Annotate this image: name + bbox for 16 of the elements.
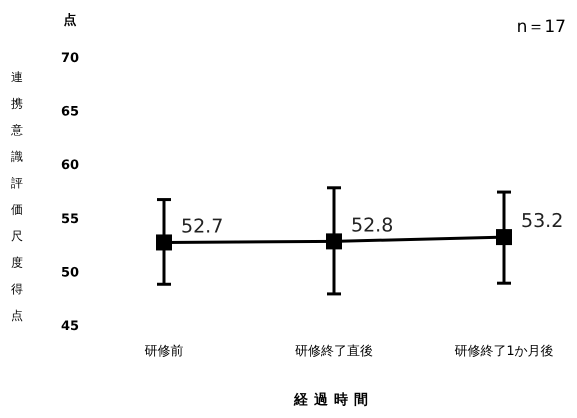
y-tick-label: 45 xyxy=(60,319,80,334)
text: n＝17 xyxy=(516,17,566,37)
y-tick-label: 55 xyxy=(60,212,80,227)
data-label: 53.2 xyxy=(521,210,564,232)
y-tick-label: 50 xyxy=(60,265,80,280)
data-label: 52.8 xyxy=(351,214,394,236)
y-tick-label: 65 xyxy=(60,104,80,120)
y-tick-label: 70 xyxy=(60,51,80,66)
x-tick-label: 研修終了直後 xyxy=(295,344,373,359)
text: 点 xyxy=(64,12,76,28)
x-tick-label: 研修終了1か月後 xyxy=(454,344,554,359)
data-label: 52.7 xyxy=(181,215,224,238)
x-axis-title: 経過時間 xyxy=(293,392,374,408)
x-tick-label: 研修前 xyxy=(144,344,184,359)
text: 連携意識評価尺度得点 xyxy=(11,70,23,322)
y-tick-label: 60 xyxy=(60,158,80,174)
